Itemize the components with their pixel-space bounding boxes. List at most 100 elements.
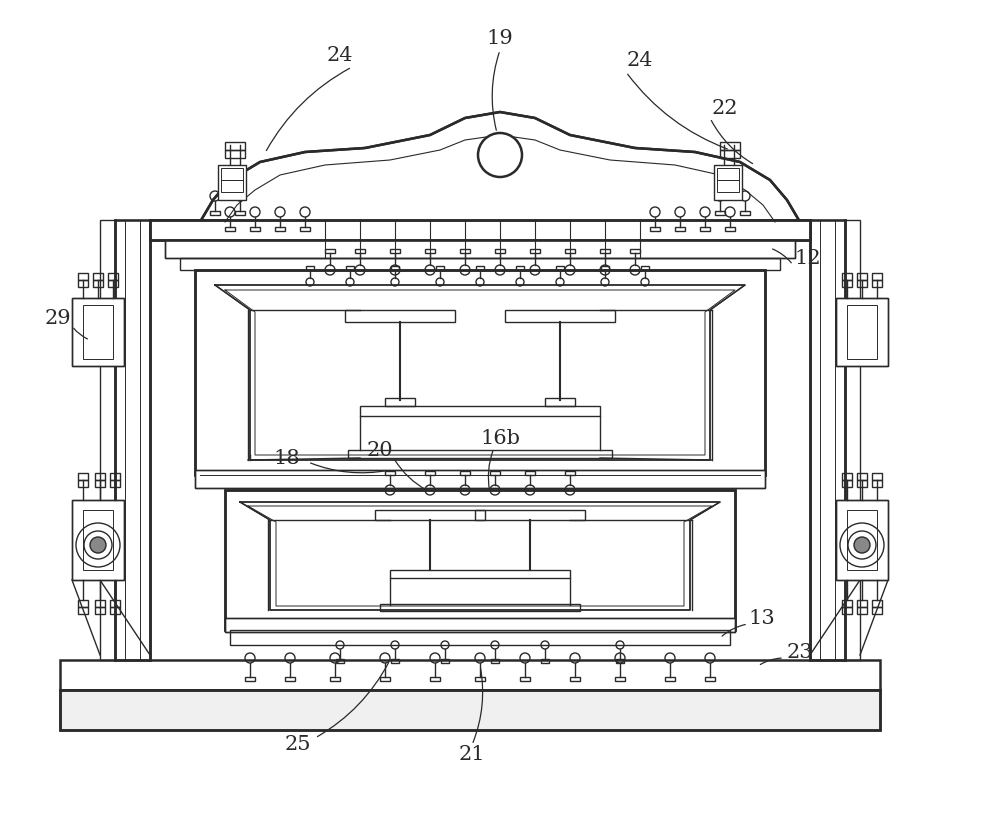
Bar <box>245 677 255 681</box>
Bar <box>675 227 685 231</box>
Bar <box>490 471 500 475</box>
Bar <box>530 249 540 253</box>
Bar <box>72 500 124 580</box>
Bar <box>221 180 243 192</box>
Bar <box>78 473 88 480</box>
Bar <box>195 270 765 475</box>
Bar <box>516 266 524 270</box>
Bar <box>210 211 220 215</box>
Bar <box>348 450 612 458</box>
Bar <box>600 249 610 253</box>
Circle shape <box>478 133 522 177</box>
Bar <box>491 659 499 663</box>
Bar <box>857 480 867 487</box>
Text: 13: 13 <box>749 608 775 628</box>
Bar <box>225 618 735 632</box>
Bar <box>391 659 399 663</box>
Bar <box>391 266 399 270</box>
Bar <box>476 266 484 270</box>
Bar <box>425 471 435 475</box>
Bar <box>110 600 120 607</box>
Bar <box>93 280 103 287</box>
Bar <box>83 510 113 570</box>
Bar <box>836 500 888 580</box>
Bar <box>720 150 740 158</box>
Bar <box>115 220 150 660</box>
Bar <box>110 480 120 487</box>
Bar <box>110 607 120 614</box>
Bar <box>847 510 877 570</box>
Bar <box>275 227 285 231</box>
Bar <box>570 677 580 681</box>
Bar <box>78 280 88 287</box>
Bar <box>385 398 415 406</box>
Circle shape <box>90 537 106 553</box>
Bar <box>100 220 150 660</box>
Bar <box>556 266 564 270</box>
Bar <box>225 142 245 150</box>
Bar <box>495 249 505 253</box>
Bar <box>700 227 710 231</box>
Bar <box>360 406 600 416</box>
Bar <box>847 305 877 359</box>
Bar <box>165 240 795 258</box>
Bar <box>460 249 470 253</box>
Bar <box>390 249 400 253</box>
Bar <box>541 659 549 663</box>
Bar <box>842 473 852 480</box>
Bar <box>872 273 882 280</box>
Bar <box>665 677 675 681</box>
Bar <box>425 249 435 253</box>
Bar <box>810 220 860 660</box>
Bar <box>842 273 852 280</box>
Bar <box>78 600 88 607</box>
Bar <box>857 600 867 607</box>
Bar <box>601 266 609 270</box>
Bar <box>180 258 780 270</box>
Bar <box>78 273 88 280</box>
Bar <box>225 227 235 231</box>
Text: 16b: 16b <box>480 428 520 447</box>
Bar <box>355 249 365 253</box>
Bar <box>810 220 845 660</box>
Circle shape <box>854 537 870 553</box>
Bar <box>705 677 715 681</box>
Bar <box>436 266 444 270</box>
Bar <box>630 249 640 253</box>
Bar <box>857 280 867 287</box>
Bar <box>250 227 260 231</box>
Bar <box>641 266 649 270</box>
Bar <box>872 607 882 614</box>
Bar <box>475 677 485 681</box>
Text: 22: 22 <box>712 99 738 118</box>
Bar <box>715 211 725 215</box>
Bar <box>72 298 124 366</box>
Bar <box>218 165 246 200</box>
Bar <box>857 607 867 614</box>
Bar <box>83 305 113 359</box>
Bar <box>150 220 810 240</box>
Bar <box>717 180 739 192</box>
Bar <box>235 211 245 215</box>
Bar <box>717 168 739 180</box>
Bar <box>221 168 243 180</box>
Bar <box>93 273 103 280</box>
Bar <box>375 510 485 520</box>
Bar <box>842 600 852 607</box>
Bar <box>195 470 765 488</box>
Bar <box>110 473 120 480</box>
Bar <box>125 220 140 660</box>
Text: 21: 21 <box>459 746 485 765</box>
Bar <box>195 470 765 488</box>
Bar <box>330 677 340 681</box>
Bar <box>165 240 795 258</box>
Bar <box>150 220 810 240</box>
Bar <box>230 630 730 645</box>
Bar <box>842 480 852 487</box>
Bar <box>616 659 624 663</box>
Bar <box>380 677 390 681</box>
Bar <box>60 690 880 730</box>
Bar <box>345 310 455 322</box>
Bar <box>615 677 625 681</box>
Bar <box>108 273 118 280</box>
